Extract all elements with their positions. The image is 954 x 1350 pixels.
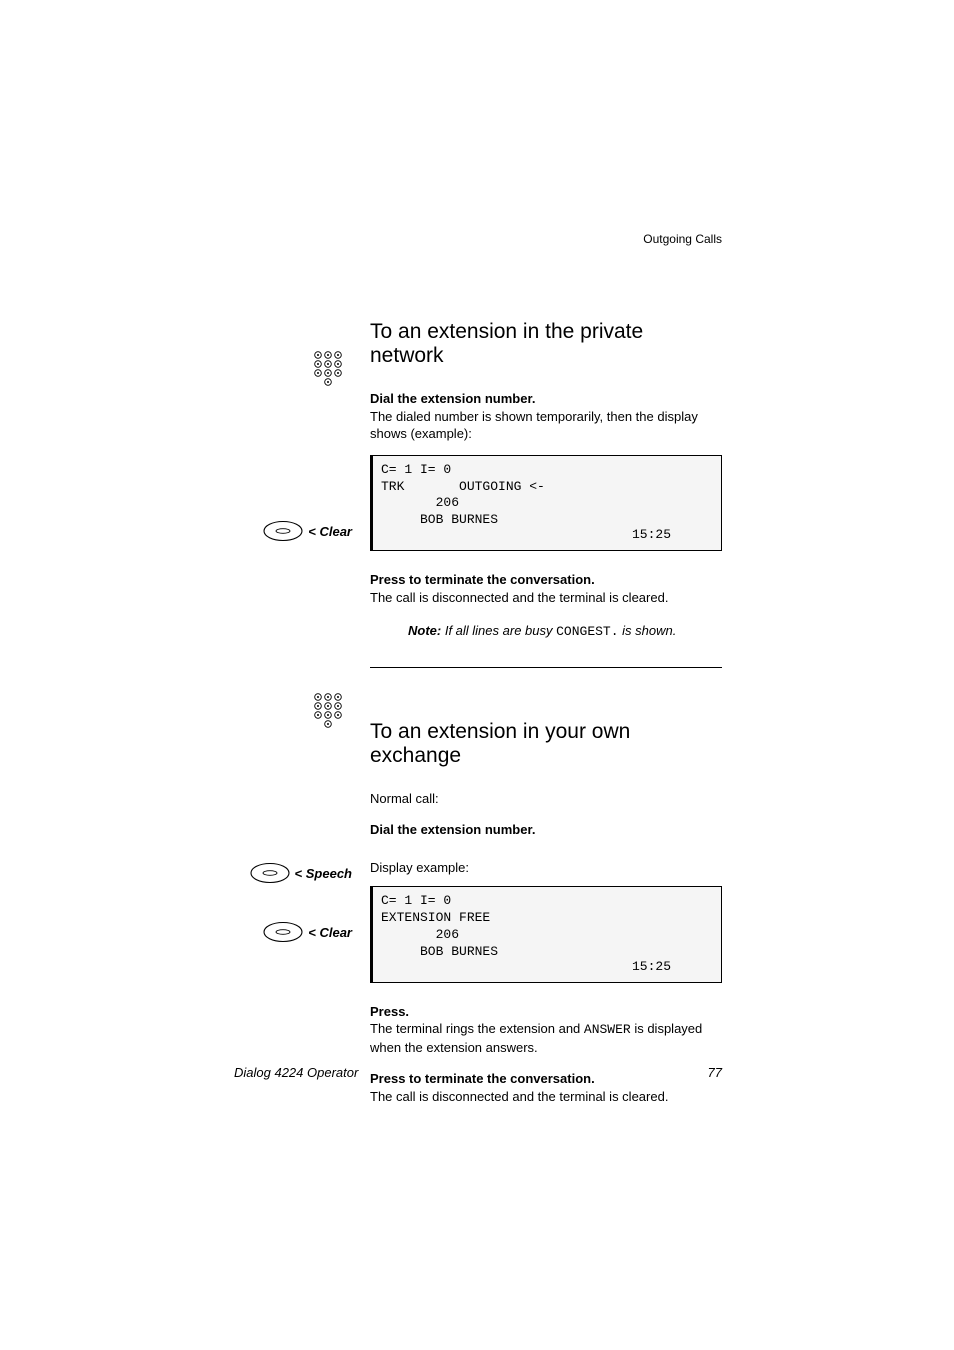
note-italic-1: If all lines are busy [441,623,556,638]
section-heading-own-exchange: To an extension in your own exchange [370,720,722,768]
note-text: Note: If all lines are busy CONGEST. is … [408,622,722,641]
oval-button-icon [249,862,291,884]
note-prefix: Note: [408,623,441,638]
lcd-display: C= 1 I= 0 EXTENSION FREE 206 BOB BURNES … [370,886,722,982]
clear-action-bold: Press to terminate the conversation. [370,571,722,589]
speech-button-label: < Speech [295,866,352,881]
page-header-section: Outgoing Calls [643,232,722,246]
keypad-icon [313,350,343,386]
keypad-icon [313,692,343,728]
speech-body-1: The terminal rings the extension and [370,1021,584,1036]
oval-button-icon [262,921,304,943]
clear-button-label: < Clear [308,524,352,539]
speech-mono: ANSWER [584,1022,631,1037]
clear-action-body: The call is disconnected and the termina… [370,589,722,607]
clear-button-label: < Clear [308,925,352,940]
instruction-dial-ext: Dial the extension number. [370,390,722,408]
section-divider [370,667,722,668]
oval-button-icon [262,520,304,542]
speech-button-row: < Speech [0,862,370,884]
display-time: 15:25 [632,959,671,976]
clear-button-row: < Clear [0,921,370,943]
lcd-display: C= 1 I= 0 TRK OUTGOING <- 206 BOB BURNES… [370,455,722,551]
footer-page-number: 77 [708,1065,722,1080]
display-time: 15:25 [632,527,671,544]
display-example-label: Display example: [370,859,722,877]
footer-product-name: Dialog 4224 Operator [234,1065,358,1080]
clear-button-row: < Clear [0,520,370,542]
instruction-body: The dialed number is shown temporarily, … [370,408,722,443]
instruction-dial-ext: Dial the extension number. [370,821,722,839]
note-mono: CONGEST. [556,624,618,639]
page-footer: Dialog 4224 Operator 77 [234,1065,722,1080]
clear-action-body: The call is disconnected and the termina… [370,1088,722,1106]
speech-action-bold: Press. [370,1003,722,1021]
speech-action-body: The terminal rings the extension and ANS… [370,1020,722,1056]
section-heading-private-network: To an extension in the private network [370,320,722,368]
note-italic-2: is shown. [619,623,677,638]
normal-call-text: Normal call: [370,790,722,808]
